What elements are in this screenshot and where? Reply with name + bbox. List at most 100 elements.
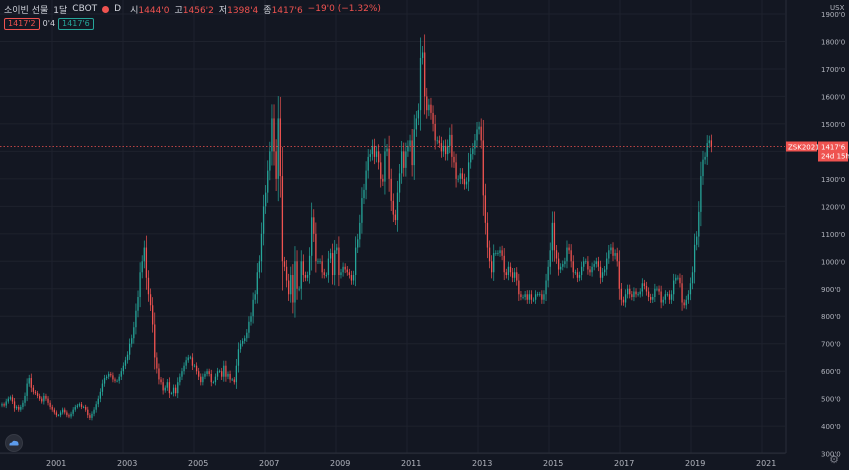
y-tick-label: 300'0: [821, 451, 841, 459]
candle: [221, 367, 223, 380]
candle: [415, 110, 417, 137]
candle: [41, 396, 43, 404]
y-tick-label: 1800'0: [821, 38, 845, 46]
candle: [91, 411, 93, 421]
candle: [654, 283, 656, 302]
candle: [428, 98, 430, 117]
tradingview-cloud-icon[interactable]: [5, 434, 23, 452]
candle: [656, 286, 658, 292]
y-tick-label: 1600'0: [821, 93, 845, 101]
candle: [557, 252, 560, 276]
x-tick-label: 2011: [401, 459, 421, 468]
candle: [501, 245, 503, 261]
candles: [1, 34, 713, 421]
candle: [666, 291, 669, 297]
candle: [227, 371, 229, 380]
candle: [384, 138, 386, 195]
candle: [183, 362, 185, 375]
bid-button[interactable]: 1417'2: [4, 17, 40, 30]
candle: [47, 396, 49, 406]
candle: [467, 152, 470, 192]
candle: [135, 303, 137, 335]
candle: [453, 151, 455, 168]
contract-label: ZSK2021: [788, 144, 820, 152]
candle: [26, 378, 28, 402]
candle: [34, 389, 37, 396]
candle: [156, 352, 158, 374]
candle: [407, 140, 409, 157]
open-value: 1444'0: [138, 5, 170, 16]
candle: [457, 175, 459, 183]
ask-button[interactable]: 1417'6: [58, 17, 94, 30]
candle: [133, 321, 135, 344]
candle: [265, 185, 267, 214]
y-tick-label: 1500'0: [821, 121, 845, 129]
candle: [359, 214, 361, 248]
candle: [413, 114, 415, 180]
candle: [518, 273, 520, 301]
candle: [154, 312, 156, 370]
candle: [564, 257, 566, 268]
candle: [514, 267, 516, 283]
candle: [181, 367, 183, 380]
candle: [482, 119, 484, 216]
candle: [216, 367, 219, 380]
candle: [608, 244, 610, 264]
candle: [175, 384, 177, 397]
candle: [369, 149, 371, 162]
close-value: 1417'6: [271, 5, 303, 16]
candle: [141, 255, 143, 279]
candle: [411, 129, 413, 177]
grid: [0, 0, 785, 455]
candle: [641, 278, 643, 297]
candle: [620, 282, 623, 306]
candle: [612, 242, 614, 262]
candle: [18, 404, 20, 412]
candle: [603, 266, 606, 276]
candle: [436, 136, 438, 145]
candle: [572, 255, 574, 279]
countdown-label: 24d 15h: [821, 153, 849, 161]
candle: [149, 288, 152, 311]
candle: [283, 256, 286, 272]
candle: [691, 266, 694, 290]
candle: [202, 373, 204, 386]
candle: [352, 270, 355, 285]
candle: [541, 290, 543, 304]
candle: [696, 231, 698, 251]
symbol-name[interactable]: 소이빈 선물: [4, 5, 49, 16]
candle: [57, 413, 60, 417]
market-status-icon[interactable]: [102, 5, 110, 13]
candle: [271, 104, 273, 166]
candle: [562, 260, 564, 271]
candle: [637, 291, 639, 297]
gear-icon[interactable]: ⚙: [829, 453, 839, 466]
open-key: 시: [130, 5, 139, 16]
candle: [447, 139, 449, 161]
candle: [348, 268, 351, 279]
candle: [570, 244, 572, 268]
candle: [311, 202, 313, 271]
candle: [304, 271, 307, 282]
candle: [229, 370, 231, 383]
candle: [108, 371, 110, 380]
interval-label[interactable]: 1달: [53, 5, 68, 16]
candle: [105, 374, 108, 381]
candle: [101, 379, 104, 396]
candle: [685, 295, 687, 310]
candle: [357, 233, 359, 253]
x-tick-label: 2015: [543, 459, 563, 468]
candle: [55, 410, 58, 418]
candle: [589, 266, 591, 276]
candle: [64, 407, 66, 415]
candle: [490, 255, 493, 279]
candle: [172, 384, 175, 397]
price-axis[interactable]: [786, 0, 849, 470]
candle: [323, 268, 325, 279]
candle: [486, 212, 489, 259]
y-tick-label: 800'0: [821, 313, 841, 321]
candle: [331, 243, 334, 285]
candle: [212, 380, 214, 384]
candle: [231, 377, 233, 382]
